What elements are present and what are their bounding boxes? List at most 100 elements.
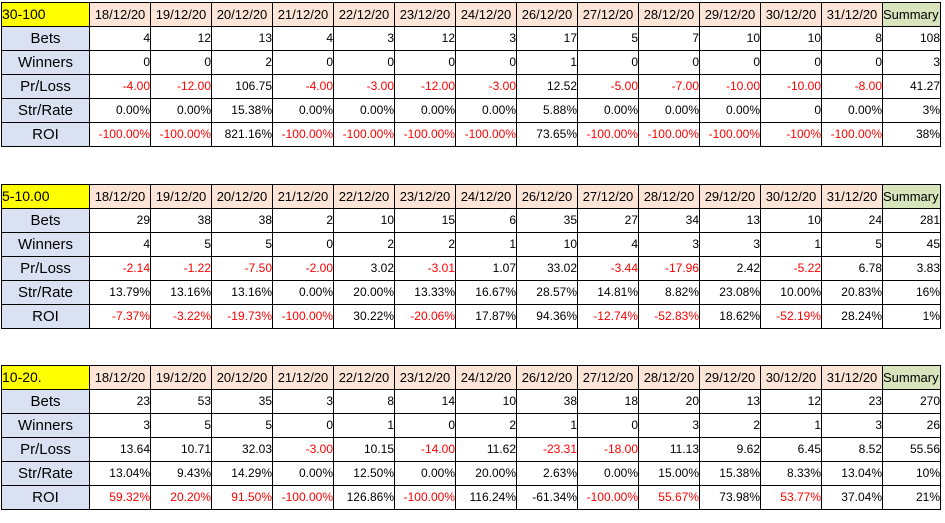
- value-cell[interactable]: 0.00%: [577, 98, 639, 123]
- value-cell[interactable]: 38: [211, 208, 273, 233]
- value-cell[interactable]: 9.62: [699, 437, 761, 462]
- value-cell[interactable]: -100.00%: [333, 122, 395, 147]
- value-cell[interactable]: 0: [394, 413, 456, 438]
- value-cell[interactable]: -10.00: [699, 74, 761, 99]
- value-cell[interactable]: 1.07: [455, 256, 517, 281]
- value-cell[interactable]: 0.00%: [394, 461, 456, 486]
- value-cell[interactable]: 3: [638, 413, 700, 438]
- value-cell[interactable]: -18.00: [577, 437, 639, 462]
- value-cell[interactable]: -12.74%: [577, 304, 639, 329]
- value-cell[interactable]: 15.38%: [699, 461, 761, 486]
- column-header-date[interactable]: 24/12/20: [455, 2, 517, 27]
- column-header-date[interactable]: 28/12/20: [638, 365, 700, 390]
- value-cell[interactable]: 13.04%: [821, 461, 883, 486]
- value-cell[interactable]: 13.64: [89, 437, 151, 462]
- column-header-date[interactable]: 22/12/20: [333, 2, 395, 27]
- column-header-date[interactable]: 29/12/20: [699, 184, 761, 209]
- value-cell[interactable]: 8: [821, 26, 883, 51]
- value-cell[interactable]: 12: [760, 389, 822, 414]
- column-header-date[interactable]: 27/12/20: [577, 365, 639, 390]
- value-cell[interactable]: 13: [699, 208, 761, 233]
- value-cell[interactable]: 0: [89, 50, 151, 75]
- value-cell[interactable]: -14.00: [394, 437, 456, 462]
- row-label[interactable]: Winners: [1, 232, 90, 257]
- value-cell[interactable]: 13: [699, 389, 761, 414]
- value-cell[interactable]: 33.02: [516, 256, 578, 281]
- value-cell[interactable]: 0.00%: [333, 98, 395, 123]
- value-cell[interactable]: -100.00%: [394, 485, 456, 510]
- value-cell[interactable]: 126.86%: [333, 485, 395, 510]
- value-cell[interactable]: 10: [699, 26, 761, 51]
- column-header-date[interactable]: 31/12/20: [821, 184, 883, 209]
- column-header-date[interactable]: 23/12/20: [394, 184, 456, 209]
- value-cell[interactable]: 53: [150, 389, 212, 414]
- value-cell[interactable]: 2: [699, 413, 761, 438]
- value-cell[interactable]: 0: [394, 50, 456, 75]
- column-header-date[interactable]: 26/12/20: [516, 184, 578, 209]
- value-cell[interactable]: -100.00%: [699, 122, 761, 147]
- value-cell[interactable]: -23.31: [516, 437, 578, 462]
- column-header-date[interactable]: 20/12/20: [211, 365, 273, 390]
- value-cell[interactable]: 3: [272, 389, 334, 414]
- value-cell[interactable]: 0: [760, 98, 822, 123]
- row-label[interactable]: ROI: [1, 122, 90, 147]
- value-cell[interactable]: 6.78: [821, 256, 883, 281]
- value-cell[interactable]: 0.00%: [394, 98, 456, 123]
- value-cell[interactable]: -12.00: [150, 74, 212, 99]
- row-label[interactable]: ROI: [1, 485, 90, 510]
- value-cell[interactable]: 9.43%: [150, 461, 212, 486]
- column-header-date[interactable]: 28/12/20: [638, 2, 700, 27]
- column-header-date[interactable]: 27/12/20: [577, 2, 639, 27]
- column-header-date[interactable]: 30/12/20: [760, 2, 822, 27]
- table-title[interactable]: 5-10.00: [1, 184, 90, 209]
- value-cell[interactable]: 30.22%: [333, 304, 395, 329]
- value-cell[interactable]: 0: [272, 232, 334, 257]
- value-cell[interactable]: -100.00%: [150, 122, 212, 147]
- row-label[interactable]: Winners: [1, 413, 90, 438]
- value-cell[interactable]: 17: [516, 26, 578, 51]
- value-cell[interactable]: 20.00%: [455, 461, 517, 486]
- value-cell[interactable]: -100.00%: [821, 122, 883, 147]
- value-cell[interactable]: -7.50: [211, 256, 273, 281]
- value-cell[interactable]: 12.50%: [333, 461, 395, 486]
- value-cell[interactable]: 10.15: [333, 437, 395, 462]
- column-header-date[interactable]: 30/12/20: [760, 365, 822, 390]
- value-cell[interactable]: 2: [455, 413, 517, 438]
- value-cell[interactable]: 35: [516, 208, 578, 233]
- value-cell[interactable]: 11.13: [638, 437, 700, 462]
- value-cell[interactable]: -4.00: [272, 74, 334, 99]
- value-cell[interactable]: 1: [516, 413, 578, 438]
- value-cell[interactable]: 10: [333, 208, 395, 233]
- value-cell[interactable]: 0.00%: [699, 98, 761, 123]
- value-cell[interactable]: -100.00%: [89, 122, 151, 147]
- value-cell[interactable]: 55.67%: [638, 485, 700, 510]
- summary-cell[interactable]: 41.27: [882, 74, 941, 99]
- value-cell[interactable]: 3: [89, 413, 151, 438]
- value-cell[interactable]: 10: [760, 208, 822, 233]
- value-cell[interactable]: 0.00%: [89, 98, 151, 123]
- value-cell[interactable]: 53.77%: [760, 485, 822, 510]
- column-header-summary[interactable]: Summary: [882, 365, 941, 390]
- column-header-date[interactable]: 31/12/20: [821, 365, 883, 390]
- value-cell[interactable]: 0.00%: [821, 98, 883, 123]
- value-cell[interactable]: 27: [577, 208, 639, 233]
- value-cell[interactable]: 15.38%: [211, 98, 273, 123]
- value-cell[interactable]: 10: [455, 389, 517, 414]
- column-header-date[interactable]: 19/12/20: [150, 184, 212, 209]
- value-cell[interactable]: -3.22%: [150, 304, 212, 329]
- column-header-date[interactable]: 30/12/20: [760, 184, 822, 209]
- value-cell[interactable]: 5: [211, 232, 273, 257]
- column-header-date[interactable]: 18/12/20: [89, 184, 151, 209]
- value-cell[interactable]: 24: [821, 208, 883, 233]
- value-cell[interactable]: 13.16%: [150, 280, 212, 305]
- value-cell[interactable]: -61.34%: [516, 485, 578, 510]
- value-cell[interactable]: 6.45: [760, 437, 822, 462]
- summary-cell[interactable]: 21%: [882, 485, 941, 510]
- value-cell[interactable]: -3.44: [577, 256, 639, 281]
- value-cell[interactable]: 14: [394, 389, 456, 414]
- column-header-date[interactable]: 28/12/20: [638, 184, 700, 209]
- column-header-date[interactable]: 20/12/20: [211, 2, 273, 27]
- value-cell[interactable]: 37.04%: [821, 485, 883, 510]
- value-cell[interactable]: 10.00%: [760, 280, 822, 305]
- value-cell[interactable]: 0: [638, 50, 700, 75]
